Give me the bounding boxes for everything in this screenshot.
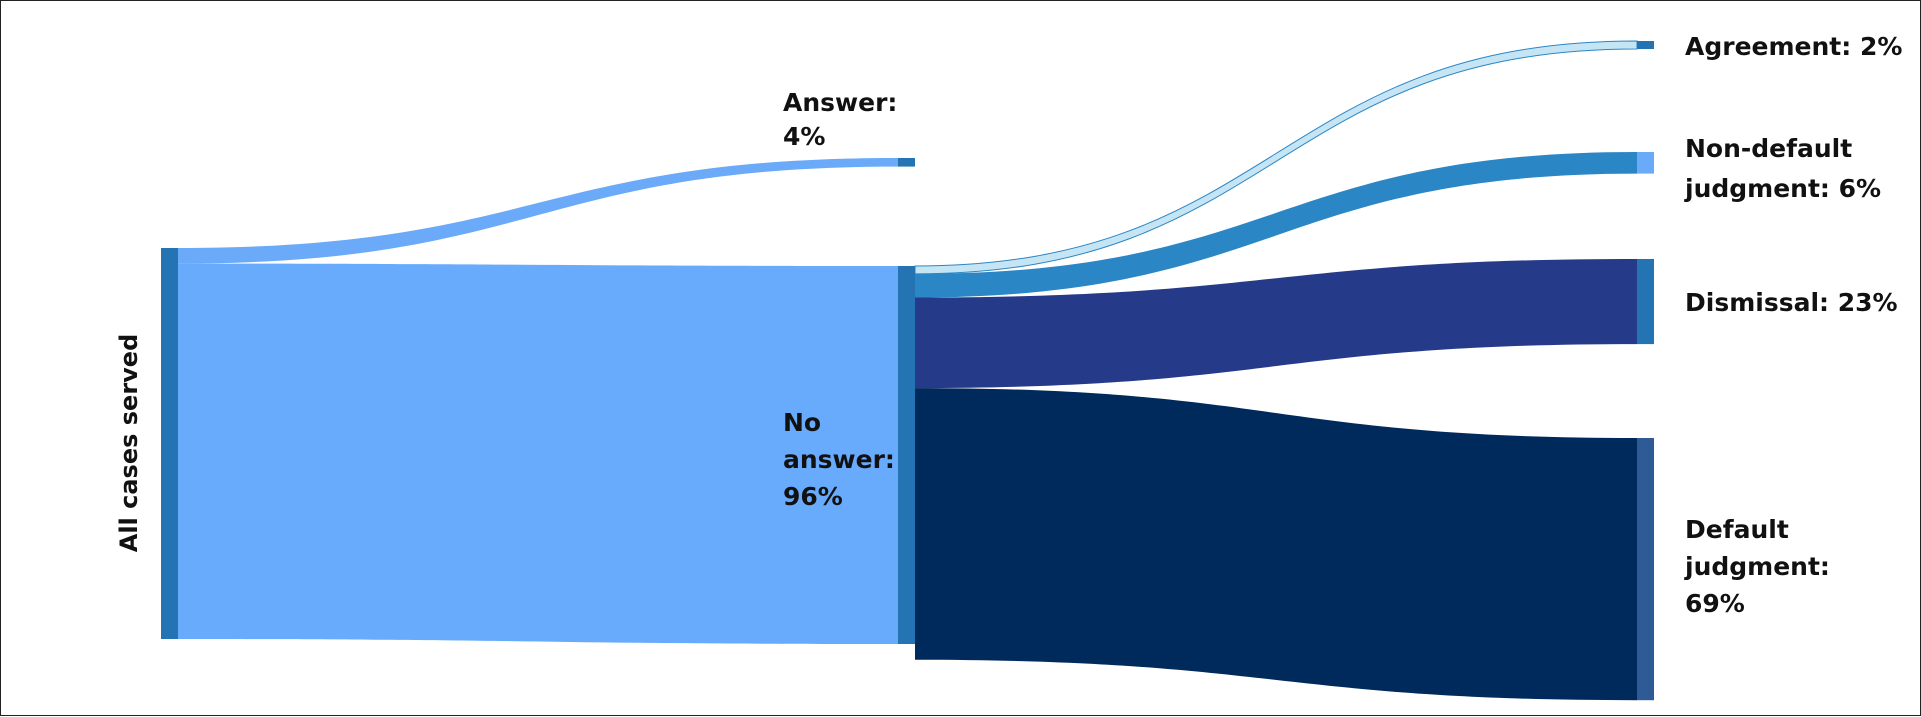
- node-dismissal: [1637, 259, 1654, 345]
- label-default: Default judgment: 69%: [1684, 515, 1830, 618]
- label-all-cases: All cases served: [115, 334, 143, 553]
- link-default: [915, 388, 1637, 701]
- label-agreement: Agreement: 2%: [1685, 32, 1902, 61]
- link-answer: [178, 158, 898, 264]
- link-no-answer: [178, 263, 898, 644]
- links-layer: [178, 40, 1638, 701]
- nodes-layer: [161, 41, 1654, 701]
- link-dismissal: [915, 259, 1637, 389]
- node-default: [1637, 438, 1654, 701]
- node-non-default: [1637, 152, 1654, 174]
- node-no-answer: [898, 266, 915, 644]
- label-no-answer: No answer: 96%: [783, 408, 895, 511]
- label-answer: Answer: 4%: [783, 88, 897, 151]
- node-agreement: [1637, 41, 1654, 49]
- label-non-default: Non-default judgment: 6%: [1684, 134, 1881, 203]
- node-all-cases: [161, 248, 178, 639]
- node-answer: [898, 158, 915, 167]
- labels-layer: All cases served Answer: 4% No answer: 96% Agr…: [115, 32, 1902, 618]
- label-dismissal: Dismissal: 23%: [1685, 288, 1898, 317]
- link-non-default: [915, 152, 1637, 298]
